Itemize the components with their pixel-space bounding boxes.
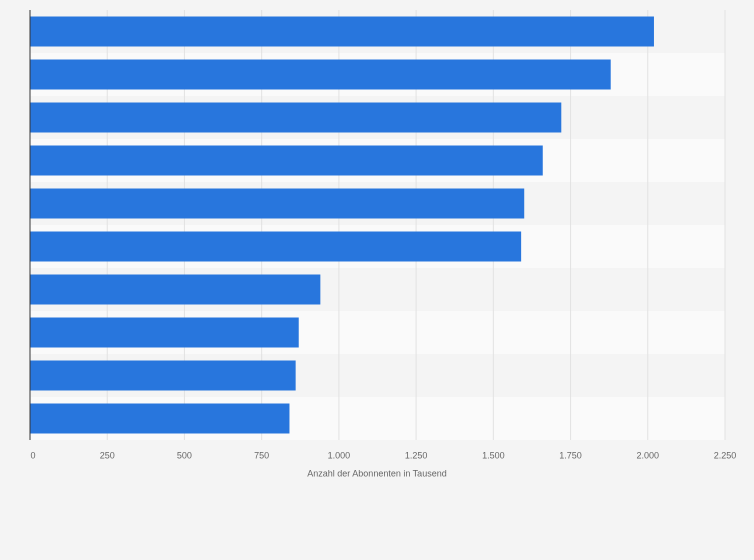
x-tick-label: 0 (30, 450, 35, 460)
x-tick-label: 1.250 (405, 450, 428, 460)
x-tick-label: 750 (254, 450, 269, 460)
bar (30, 403, 290, 434)
x-tick-label: 250 (100, 450, 115, 460)
x-tick-label: 1.000 (328, 450, 351, 460)
bar (30, 59, 611, 90)
bar (30, 16, 654, 47)
bar (30, 317, 299, 348)
x-tick-label: 1.500 (482, 450, 505, 460)
bar (30, 188, 525, 219)
bar (30, 145, 543, 176)
bar (30, 102, 562, 133)
x-tick-label: 500 (177, 450, 192, 460)
x-tick-label: 2.000 (637, 450, 660, 460)
bar (30, 360, 296, 391)
bar (30, 274, 321, 305)
x-axis-title: Anzahl der Abonnenten in Tausend (307, 468, 446, 478)
bar (30, 231, 522, 262)
x-tick-label: 1.750 (559, 450, 582, 460)
x-tick-label: 2.250 (714, 450, 737, 460)
